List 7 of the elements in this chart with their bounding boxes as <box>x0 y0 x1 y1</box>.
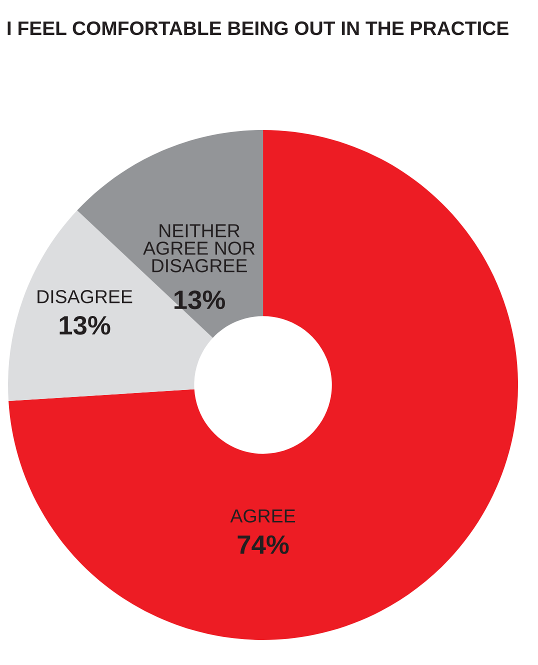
slice-label: DISAGREE <box>38 290 132 304</box>
slice-label: AGREE <box>230 509 296 523</box>
chart-title: I FEEL COMFORTABLE BEING OUT IN THE PRACTICE <box>8 21 508 36</box>
data-label: 13% <box>60 316 110 335</box>
data-label: 74% <box>238 535 289 554</box>
slice-label: NEITHER AGREE NOR DISAGREE <box>143 224 255 272</box>
data-label: 13% <box>174 290 225 310</box>
